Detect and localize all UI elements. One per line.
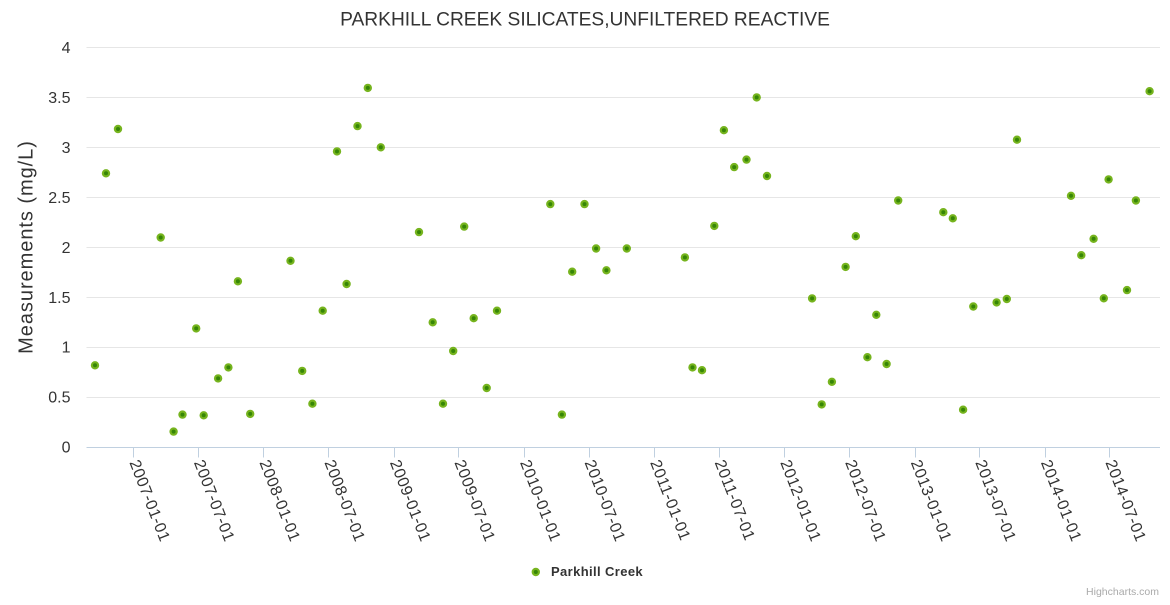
svg-text:0.5: 0.5 xyxy=(48,390,70,407)
svg-text:3.5: 3.5 xyxy=(48,90,70,107)
svg-text:PARKHILL CREEK SILICATES,UNFIL: PARKHILL CREEK SILICATES,UNFILTERED REAC… xyxy=(340,10,830,31)
svg-text:1.5: 1.5 xyxy=(48,290,70,307)
svg-text:3: 3 xyxy=(62,140,71,157)
svg-text:Parkhill Creek: Parkhill Creek xyxy=(551,564,643,579)
svg-text:Highcharts.com: Highcharts.com xyxy=(1086,586,1159,598)
svg-text:Measurements (mg/L): Measurements (mg/L) xyxy=(16,140,38,354)
svg-text:0: 0 xyxy=(62,440,71,457)
svg-text:1: 1 xyxy=(62,340,71,357)
svg-text:2.5: 2.5 xyxy=(48,190,70,207)
svg-text:2: 2 xyxy=(62,240,71,257)
svg-text:4: 4 xyxy=(62,40,71,57)
